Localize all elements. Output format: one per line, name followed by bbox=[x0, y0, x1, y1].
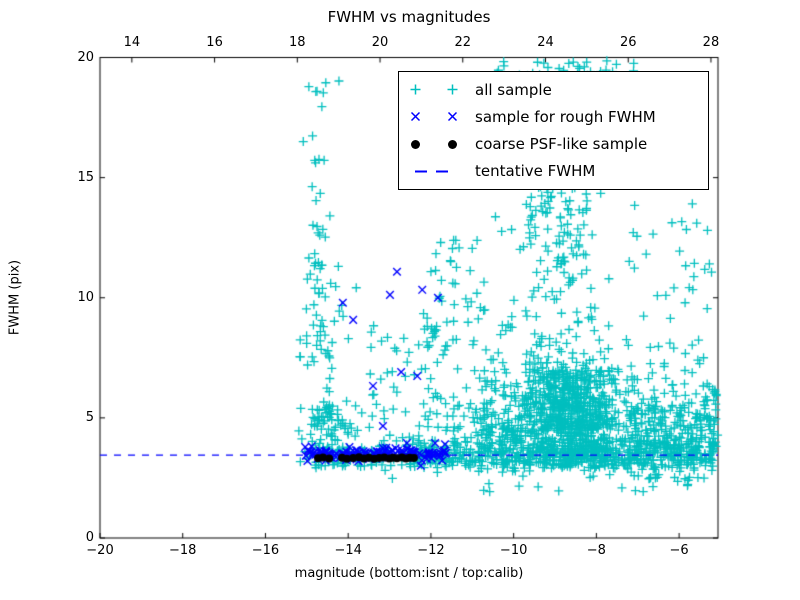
tick-label: −18 bbox=[169, 543, 197, 558]
tick-label: −14 bbox=[334, 543, 362, 558]
tick-label: 16 bbox=[206, 35, 223, 50]
legend-label: coarse PSF-like sample bbox=[475, 135, 648, 154]
tick-label: 10 bbox=[77, 289, 94, 305]
tick-label: −20 bbox=[86, 543, 114, 558]
tick-label: −6 bbox=[669, 543, 689, 558]
dashed-line-icon bbox=[409, 165, 459, 178]
tick-label: 5 bbox=[85, 409, 94, 425]
chart-title: FWHM vs magnitudes bbox=[327, 8, 491, 26]
tick-label: 20 bbox=[77, 49, 94, 65]
legend-item-all-sample: all sample bbox=[409, 77, 708, 103]
legend-item-tentative-fwhm: tentative FWHM bbox=[409, 158, 708, 184]
tick-label: 18 bbox=[289, 35, 306, 50]
x-axis-label: magnitude (bottom:isnt / top:calib) bbox=[294, 566, 524, 581]
tick-label: 15 bbox=[77, 169, 94, 185]
tick-label: 24 bbox=[537, 35, 554, 50]
tick-label: −8 bbox=[586, 543, 606, 558]
legend-item-coarse-psf: coarse PSF-like sample bbox=[409, 131, 708, 157]
dot-marker-icon bbox=[409, 138, 459, 151]
tick-label: 0 bbox=[85, 530, 94, 545]
legend-label: sample for rough FWHM bbox=[475, 107, 656, 126]
tick-label: 14 bbox=[123, 35, 141, 50]
tick-label: −12 bbox=[417, 543, 445, 558]
tick-label: −16 bbox=[251, 543, 280, 558]
legend-item-rough-fwhm: sample for rough FWHM bbox=[409, 104, 708, 130]
tick-label: 26 bbox=[619, 35, 637, 50]
legend-label: tentative FWHM bbox=[475, 162, 596, 181]
plus-marker-icon bbox=[409, 83, 459, 96]
tick-label: 20 bbox=[371, 35, 389, 50]
tick-label: −10 bbox=[499, 543, 528, 558]
legend: all sample sample for rough FWHM coarse … bbox=[398, 71, 709, 190]
tick-label: 28 bbox=[702, 35, 720, 50]
x-marker-icon bbox=[409, 110, 459, 123]
tick-label: 22 bbox=[454, 35, 472, 50]
y-axis-label: FWHM (pix) bbox=[7, 259, 23, 336]
legend-label: all sample bbox=[475, 80, 552, 99]
